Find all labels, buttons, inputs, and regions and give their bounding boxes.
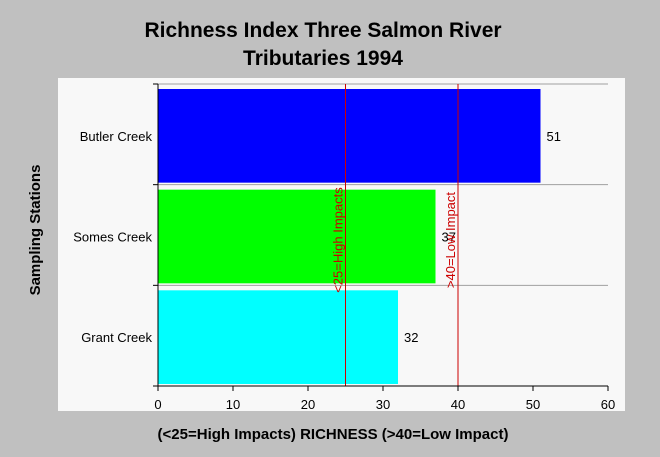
y-category-label: Grant Creek <box>81 330 152 345</box>
bars <box>158 89 541 384</box>
x-tick-label: 10 <box>226 397 240 412</box>
y-category-labels: Butler Creek Somes Creek Grant Creek <box>73 129 152 345</box>
x-tick-label: 40 <box>451 397 465 412</box>
x-tick-label: 30 <box>376 397 390 412</box>
reference-lines: <25=High Impacts >40=Low Impact <box>331 84 459 386</box>
bar-value-label: 51 <box>547 129 561 144</box>
bar <box>158 290 398 384</box>
chart-title-line-2: Tributaries 1994 <box>243 47 403 70</box>
x-tick-labels: 0 10 20 30 40 50 60 <box>154 397 615 412</box>
bar-value-labels: 51 37 32 <box>404 129 561 345</box>
reference-line-label: >40=Low Impact <box>443 192 458 289</box>
bar <box>158 189 436 284</box>
bar-value-label: 32 <box>404 330 418 345</box>
x-tick-label: 20 <box>301 397 315 412</box>
axes <box>153 83 609 391</box>
x-tick-label: 50 <box>526 397 540 412</box>
y-category-label: Butler Creek <box>80 129 153 144</box>
y-axis-title: Sampling Stations <box>27 165 44 296</box>
chart-title-line-1: Richness Index Three Salmon River <box>144 19 501 42</box>
reference-line-label: <25=High Impacts <box>331 187 346 293</box>
bar-value-label: 37 <box>442 230 456 245</box>
x-tick-label: 0 <box>154 397 161 412</box>
x-axis-title: (<25=High Impacts) RICHNESS (>40=Low Imp… <box>158 426 509 443</box>
bar <box>158 89 541 183</box>
y-category-label: Somes Creek <box>73 230 152 245</box>
x-tick-label: 60 <box>601 397 615 412</box>
